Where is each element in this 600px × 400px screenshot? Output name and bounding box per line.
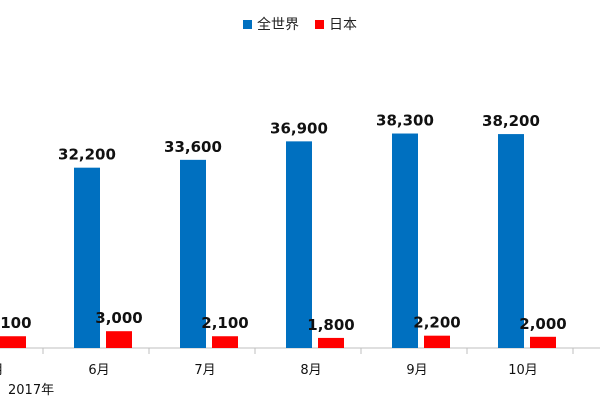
data-label-world: 36,900 <box>270 119 328 137</box>
legend-label-japan: 日本 <box>329 17 357 33</box>
bar-world <box>180 159 206 348</box>
legend-item-world: 全世界 <box>243 14 299 34</box>
bar-japan <box>0 336 26 348</box>
data-label-japan: 2,200 <box>413 314 460 332</box>
bar-japan <box>424 335 450 348</box>
data-label-world: 32,200 <box>58 146 116 164</box>
bar-japan <box>106 331 132 348</box>
legend-swatch-world <box>243 19 252 29</box>
bar-japan <box>318 337 344 348</box>
x-tick-label: 10月 <box>508 363 538 378</box>
bar-japan <box>212 336 238 348</box>
bar-world <box>392 133 418 348</box>
x-tick-label: 9月 <box>406 363 427 378</box>
x-tick-label: 8月 <box>300 363 321 378</box>
year-label: 2017年 <box>8 383 54 398</box>
bar-world <box>286 141 312 348</box>
bar-world <box>74 167 100 348</box>
data-label-japan: 2,100 <box>201 314 248 332</box>
data-label-japan: 2,000 <box>519 315 566 333</box>
data-label-world: 38,300 <box>376 112 434 130</box>
data-label-japan: 3,000 <box>95 309 142 327</box>
legend-swatch-japan <box>315 19 324 29</box>
x-tick-label: 6月 <box>88 363 109 378</box>
legend-label-world: 全世界 <box>257 17 299 33</box>
legend-item-japan: 日本 <box>315 14 357 34</box>
x-tick-label: 5月 <box>0 363 4 378</box>
data-label-world: 38,200 <box>482 112 540 130</box>
bar-japan <box>530 336 556 348</box>
data-label-japan: 1,800 <box>307 316 354 334</box>
bar-world <box>498 134 524 348</box>
data-label-japan: ,100 <box>0 314 32 332</box>
x-tick-label: 7月 <box>194 363 215 378</box>
legend: 全世界 日本 <box>0 12 600 36</box>
data-label-world: 33,600 <box>164 138 222 156</box>
